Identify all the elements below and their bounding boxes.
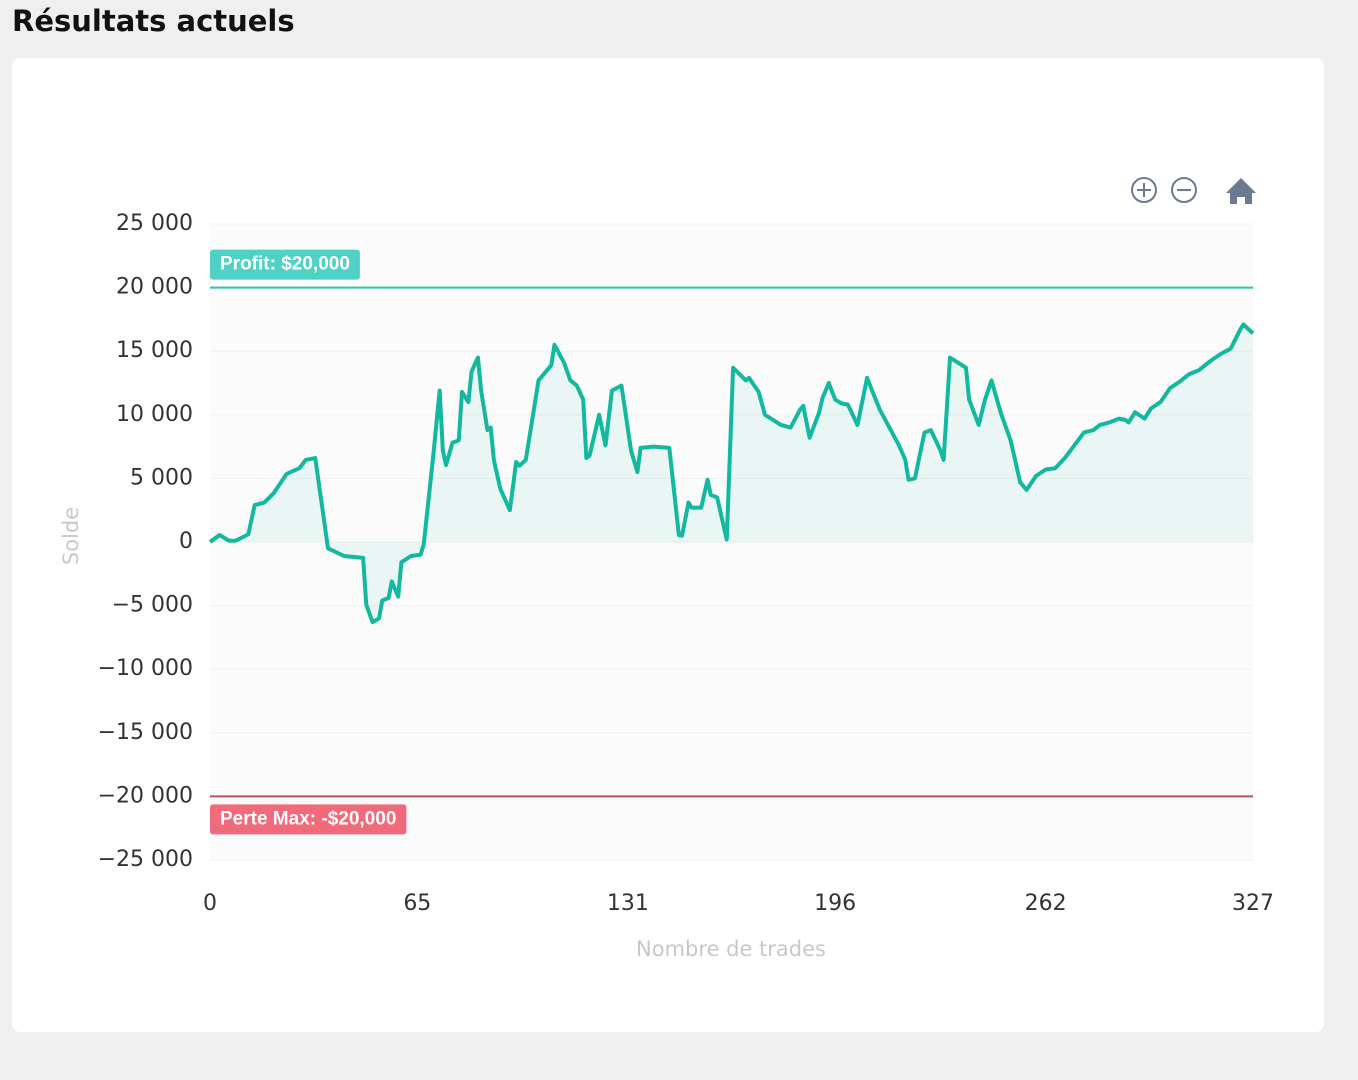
- zoom-in[interactable]: [1131, 177, 1157, 203]
- x-tick-label: 262: [1025, 891, 1067, 916]
- x-tick-label: 196: [814, 891, 856, 916]
- y-tick-label: 10 000: [116, 402, 193, 427]
- annotation-label: Profit: $20,000: [220, 254, 350, 275]
- y-tick-label: −15 000: [98, 720, 193, 745]
- y-tick-label: −10 000: [98, 656, 193, 681]
- y-tick-label: −20 000: [98, 783, 193, 808]
- y-tick-label: −25 000: [98, 847, 193, 872]
- x-tick-label: 131: [607, 891, 649, 916]
- toolbar: [1131, 177, 1256, 204]
- area-fill: [210, 324, 1253, 623]
- annotation-label-bg: [210, 249, 360, 280]
- annotation-label: Perte Max: -$20,000: [220, 808, 396, 829]
- x-axis-label: Nombre de trades: [636, 937, 826, 961]
- y-tick-label: −5 000: [112, 593, 193, 618]
- y-tick-label: 0: [179, 529, 193, 554]
- reset-home[interactable]: [1226, 178, 1256, 204]
- x-tick-label: 0: [203, 891, 217, 916]
- y-tick-label: 25 000: [116, 211, 193, 236]
- line-series: [208, 322, 1255, 625]
- annotation-label-bg: [210, 804, 407, 835]
- x-tick-label: 65: [403, 891, 431, 916]
- y-tick-label: 5 000: [130, 465, 193, 490]
- x-tick-label: 327: [1232, 891, 1274, 916]
- y-axis-label: Solde: [59, 507, 83, 565]
- y-tick-label: 15 000: [116, 338, 193, 363]
- y-tick-label: 20 000: [116, 275, 193, 300]
- zoom-out[interactable]: [1171, 177, 1197, 203]
- page-title: Résultats actuels: [12, 4, 295, 38]
